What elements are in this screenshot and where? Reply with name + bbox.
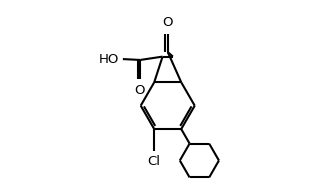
Text: Cl: Cl [148, 155, 161, 168]
Text: HO: HO [99, 53, 119, 66]
Text: O: O [134, 84, 145, 97]
Text: O: O [162, 16, 173, 29]
